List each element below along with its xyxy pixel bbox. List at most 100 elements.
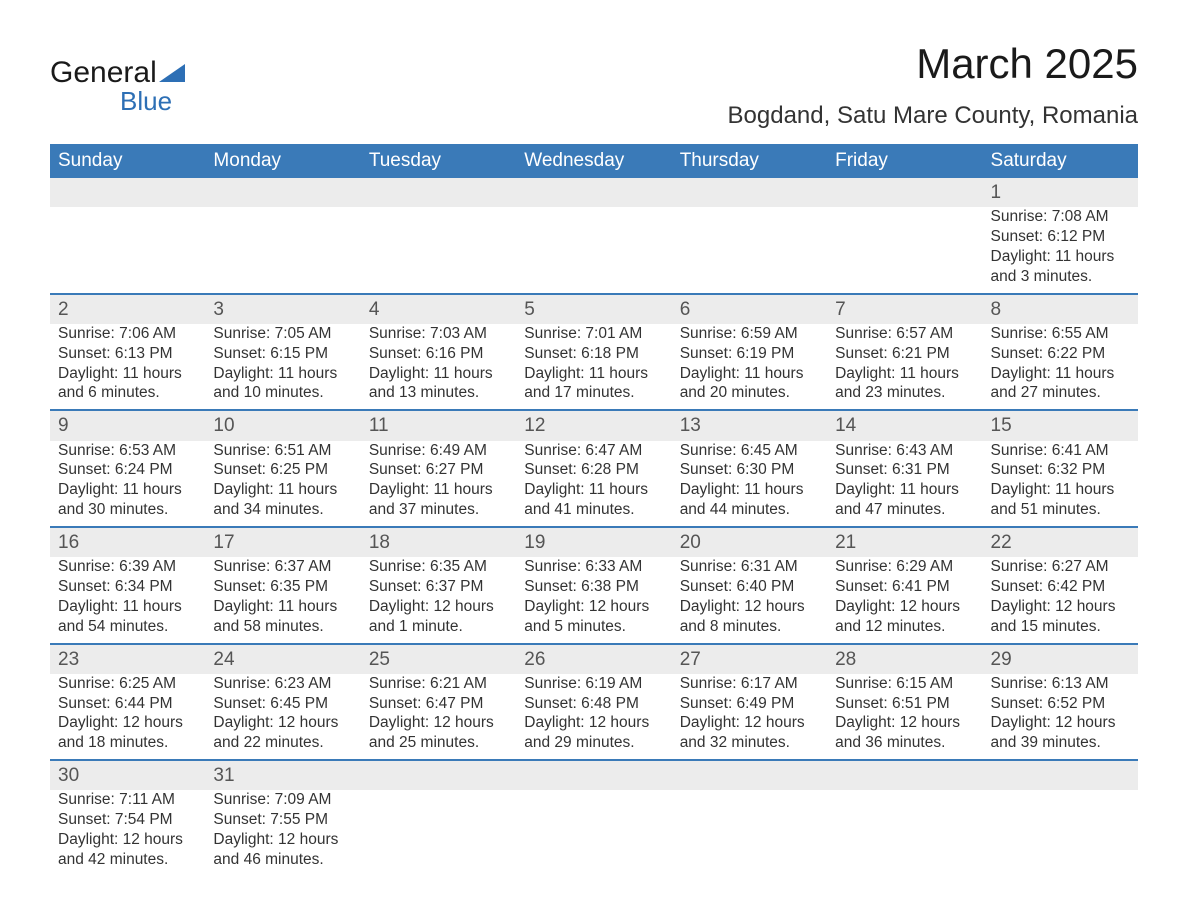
day-number: 3: [205, 295, 360, 324]
day-number: 12: [516, 411, 671, 440]
daylight-line: Daylight: 12 hours and 1 minute.: [369, 597, 508, 637]
day-number: 7: [827, 295, 982, 324]
sunrise-line: Sunrise: 7:06 AM: [58, 324, 197, 344]
daylight-line: Daylight: 11 hours and 51 minutes.: [991, 480, 1130, 520]
sunrise-line: Sunrise: 6:43 AM: [835, 441, 974, 461]
day-cell: Sunrise: 6:49 AMSunset: 6:27 PMDaylight:…: [361, 441, 516, 527]
sunset-line: Sunset: 7:54 PM: [58, 810, 197, 830]
brand-word-2: Blue: [120, 88, 185, 114]
day-number: [672, 761, 827, 790]
day-cell: [672, 790, 827, 875]
day-cell: Sunrise: 6:43 AMSunset: 6:31 PMDaylight:…: [827, 441, 982, 527]
day-number: 31: [205, 761, 360, 790]
page-title: March 2025: [728, 40, 1138, 88]
sunset-line: Sunset: 6:32 PM: [991, 460, 1130, 480]
day-number: 24: [205, 645, 360, 674]
day-number-row: 2345678: [50, 295, 1138, 324]
sunset-line: Sunset: 6:13 PM: [58, 344, 197, 364]
day-number: 8: [983, 295, 1138, 324]
sunrise-line: Sunrise: 6:33 AM: [524, 557, 663, 577]
day-number: 6: [672, 295, 827, 324]
daylight-line: Daylight: 11 hours and 54 minutes.: [58, 597, 197, 637]
day-cell: Sunrise: 6:53 AMSunset: 6:24 PMDaylight:…: [50, 441, 205, 527]
sunrise-line: Sunrise: 6:55 AM: [991, 324, 1130, 344]
sunset-line: Sunset: 6:42 PM: [991, 577, 1130, 597]
day-number: [983, 761, 1138, 790]
day-cell: Sunrise: 6:59 AMSunset: 6:19 PMDaylight:…: [672, 324, 827, 410]
day-number: [361, 178, 516, 207]
sunrise-line: Sunrise: 6:21 AM: [369, 674, 508, 694]
daylight-line: Daylight: 11 hours and 37 minutes.: [369, 480, 508, 520]
daylight-line: Daylight: 12 hours and 25 minutes.: [369, 713, 508, 753]
day-detail-row: Sunrise: 7:06 AMSunset: 6:13 PM Daylight:…: [50, 324, 1138, 410]
sunset-line: Sunset: 6:49 PM: [680, 694, 819, 714]
day-cell: Sunrise: 7:06 AMSunset: 6:13 PMDaylight:…: [50, 324, 205, 410]
sunset-line: Sunset: 6:35 PM: [213, 577, 352, 597]
daylight-line: Daylight: 12 hours and 12 minutes.: [835, 597, 974, 637]
daylight-line: Daylight: 11 hours and 47 minutes.: [835, 480, 974, 520]
sunrise-line: Sunrise: 6:19 AM: [524, 674, 663, 694]
sunrise-line: Sunrise: 6:37 AM: [213, 557, 352, 577]
daylight-line: Daylight: 12 hours and 5 minutes.: [524, 597, 663, 637]
day-cell: [827, 207, 982, 293]
weekday-header-row: SundayMondayTuesdayWednesdayThursdayFrid…: [50, 144, 1138, 178]
day-cell: Sunrise: 7:11 AMSunset: 7:54 PMDaylight:…: [50, 790, 205, 875]
day-cell: Sunrise: 6:21 AMSunset: 6:47 PMDaylight:…: [361, 674, 516, 760]
day-cell: Sunrise: 7:05 AMSunset: 6:15 PMDaylight:…: [205, 324, 360, 410]
sunrise-line: Sunrise: 6:17 AM: [680, 674, 819, 694]
day-number-row: 1: [50, 178, 1138, 207]
day-number: 25: [361, 645, 516, 674]
sunset-line: Sunset: 6:21 PM: [835, 344, 974, 364]
sunrise-line: Sunrise: 6:59 AM: [680, 324, 819, 344]
day-detail-row: Sunrise: 6:25 AMSunset: 6:44 PMDaylight:…: [50, 674, 1138, 760]
day-number: [516, 178, 671, 207]
day-number: [361, 761, 516, 790]
daylight-line: Daylight: 11 hours and 44 minutes.: [680, 480, 819, 520]
daylight-line: Daylight: 12 hours and 29 minutes.: [524, 713, 663, 753]
day-cell: Sunrise: 6:45 AMSunset: 6:30 PMDaylight:…: [672, 441, 827, 527]
daylight-line: Daylight: 11 hours and 30 minutes.: [58, 480, 197, 520]
day-number: 4: [361, 295, 516, 324]
day-cell: [827, 790, 982, 875]
day-detail-row: Sunrise: 7:08 AMSunset: 6:12 PMDaylight:…: [50, 207, 1138, 293]
daylight-line: Daylight: 11 hours and 41 minutes.: [524, 480, 663, 520]
day-cell: [205, 207, 360, 293]
sunrise-line: Sunrise: 6:27 AM: [991, 557, 1130, 577]
day-cell: Sunrise: 6:15 AMSunset: 6:51 PMDaylight:…: [827, 674, 982, 760]
brand-word-1: General: [50, 56, 157, 89]
sunset-line: Sunset: 6:15 PM: [213, 344, 352, 364]
day-cell: Sunrise: 6:35 AMSunset: 6:37 PMDaylight:…: [361, 557, 516, 643]
day-number: 26: [516, 645, 671, 674]
day-number: [827, 761, 982, 790]
daylight-line: Daylight: 11 hours and 17 minutes.: [524, 364, 663, 404]
daylight-line: Daylight: 11 hours and 3 minutes.: [991, 247, 1130, 287]
day-number: [827, 178, 982, 207]
day-number: 15: [983, 411, 1138, 440]
sunset-line: Sunset: 6:37 PM: [369, 577, 508, 597]
sunrise-line: Sunrise: 6:45 AM: [680, 441, 819, 461]
day-cell: [516, 207, 671, 293]
sunset-line: Sunset: 6:16 PM: [369, 344, 508, 364]
daylight-line: Daylight: 11 hours and 10 minutes.: [213, 364, 352, 404]
daylight-line: Daylight: 11 hours and 58 minutes.: [213, 597, 352, 637]
day-number: 2: [50, 295, 205, 324]
day-cell: [361, 207, 516, 293]
sunrise-line: Sunrise: 6:23 AM: [213, 674, 352, 694]
sunset-line: Sunset: 6:52 PM: [991, 694, 1130, 714]
weekday-header: Tuesday: [361, 144, 516, 178]
day-cell: [50, 207, 205, 293]
day-number: 11: [361, 411, 516, 440]
daylight-line: Daylight: 11 hours and 23 minutes.: [835, 364, 974, 404]
location-subtitle: Bogdand, Satu Mare County, Romania: [728, 102, 1138, 130]
day-cell: [516, 790, 671, 875]
sunset-line: Sunset: 6:45 PM: [213, 694, 352, 714]
day-cell: Sunrise: 6:57 AMSunset: 6:21 PMDaylight:…: [827, 324, 982, 410]
weekday-header: Saturday: [983, 144, 1138, 178]
daylight-line: Daylight: 12 hours and 18 minutes.: [58, 713, 197, 753]
sunrise-line: Sunrise: 6:39 AM: [58, 557, 197, 577]
day-number: [672, 178, 827, 207]
sunset-line: Sunset: 6:40 PM: [680, 577, 819, 597]
sunrise-line: Sunrise: 6:25 AM: [58, 674, 197, 694]
sunset-line: Sunset: 6:38 PM: [524, 577, 663, 597]
sunrise-line: Sunrise: 6:29 AM: [835, 557, 974, 577]
